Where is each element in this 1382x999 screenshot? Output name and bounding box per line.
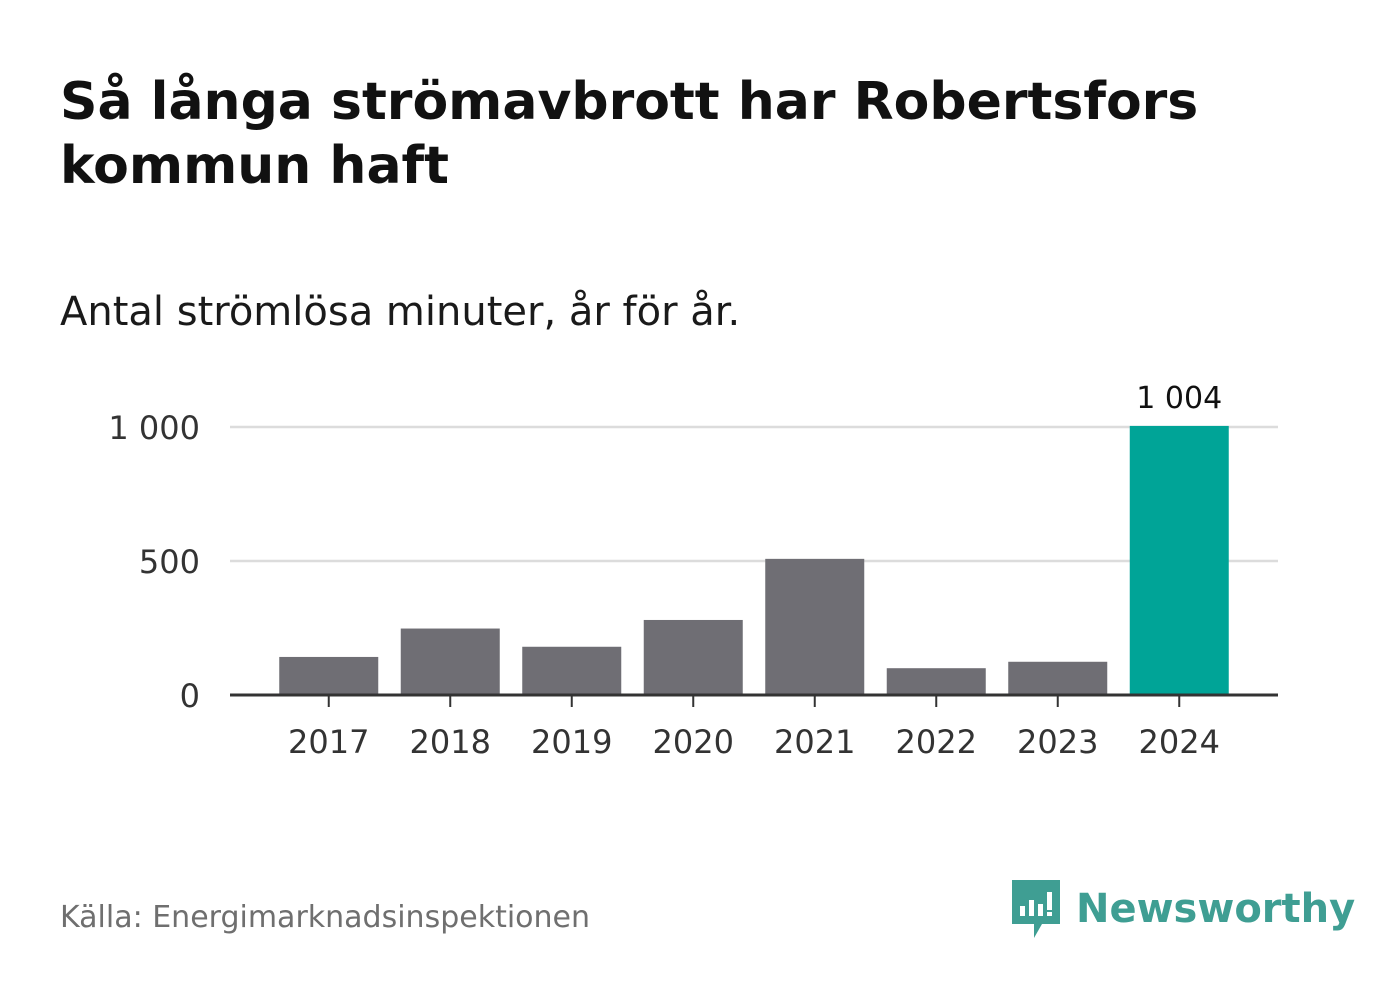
x-tick-label: 2022: [896, 723, 977, 761]
bar-2021: [765, 558, 865, 695]
y-tick-label: 1 000: [108, 409, 200, 447]
x-tick-label: 2020: [653, 723, 734, 761]
x-tick-label: 2023: [1017, 723, 1098, 761]
bar-2017: [279, 656, 379, 695]
brand-name: Newsworthy: [1076, 886, 1356, 932]
gridlines: [230, 425, 1278, 563]
x-tick-label: 2018: [410, 723, 491, 761]
bar-chart: 0 500 1 000 2017 2018 2019 2020 2021 2022 2023 202…: [108, 381, 1278, 761]
axes: [230, 693, 1278, 707]
chart-subtitle: Antal strömlösa minuter, år för år.: [60, 289, 741, 335]
bar-2024: [1129, 425, 1229, 695]
brand-logo: Newsworthy: [1010, 876, 1355, 942]
bar-2020: [643, 619, 743, 695]
bar-2023: [1008, 661, 1108, 695]
y-tick-label: 0: [180, 677, 200, 715]
x-tick-label: 2017: [288, 723, 369, 761]
source-note: Källa: Energimarknadsinspektionen: [60, 900, 591, 935]
newsworthy-logo-icon: [1012, 880, 1060, 938]
labels: 0 500 1 000 2017 2018 2019 2020 2021 2022 2023 202…: [108, 381, 1222, 761]
x-tick-label: 2021: [774, 723, 855, 761]
bar-2018: [400, 628, 500, 695]
x-tick-label: 2024: [1139, 723, 1220, 761]
data-label: 1 004: [1136, 381, 1222, 416]
bars: [279, 425, 1229, 695]
page-title: Så långa strömavbrott har Robertsfors ko…: [60, 72, 1199, 196]
x-tick-label: 2019: [531, 723, 612, 761]
bar-2022: [886, 668, 986, 695]
y-tick-label: 500: [139, 543, 200, 581]
bar-2019: [522, 646, 622, 695]
